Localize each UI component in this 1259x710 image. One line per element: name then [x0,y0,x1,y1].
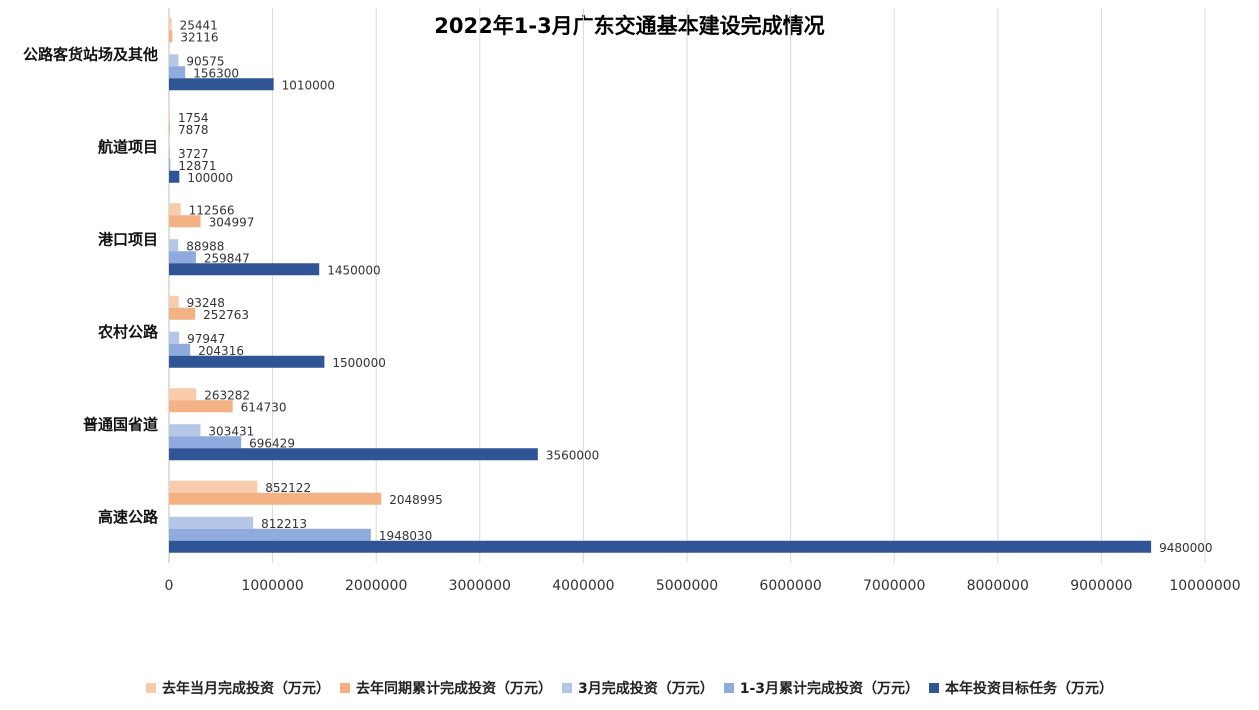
category-label: 航道项目 [98,138,158,156]
data-label: 90575 [186,54,224,68]
bar-chart: 0 1000000 2000000 3000000 4000000 5000000 6000… [23,8,1241,594]
category-label: 普通国省道 [83,415,158,433]
bar [169,424,201,437]
legend-label: 去年当月完成投资（万元） [161,681,330,697]
bar [169,146,170,159]
bar [169,18,172,31]
bar [169,30,173,43]
legend-label: 去年同期累计完成投资（万元） [355,681,552,697]
bar [169,54,179,67]
x-tick-label: 4000000 [552,578,614,594]
x-tick-label: 8000000 [967,578,1029,594]
bar [169,400,233,413]
legend-label: 3月完成投资（万元） [577,681,714,697]
data-label: 93248 [187,296,225,310]
data-label: 7878 [178,123,209,137]
bar [169,215,201,228]
legend-swatch [723,683,734,693]
x-tick-label: 2000000 [345,578,407,594]
bar [169,355,325,368]
data-label: 812213 [261,517,307,531]
x-tick-label: 10000000 [1169,578,1240,594]
legend-item: 去年当月完成投资（万元） [145,678,330,698]
legend-label: 1-3月累计完成投资（万元） [739,681,920,697]
bar [169,251,196,264]
bar [169,528,371,541]
data-label: 696429 [249,436,295,450]
bar [169,540,1152,553]
data-label: 1010000 [282,78,335,92]
bar [169,448,538,461]
category-label: 农村公路 [97,323,159,341]
data-label: 100000 [187,171,233,185]
bar [169,516,254,529]
bar [169,170,180,183]
data-label: 32116 [180,30,218,44]
x-tick-label: 5000000 [656,578,718,594]
data-label: 25441 [180,18,218,32]
data-label: 156300 [193,66,239,80]
data-label: 3560000 [546,448,599,462]
legend-swatch [561,683,572,693]
data-label: 1500000 [332,356,385,370]
bar [169,66,186,79]
legend-item: 本年投资目标任务（万元） [929,678,1113,698]
legend-item: 1-3月累计完成投资（万元） [723,678,920,698]
data-label: 1754 [178,111,209,125]
bar [169,492,382,505]
data-label: 263282 [204,388,250,402]
data-label: 303431 [208,424,254,438]
chart-legend: 去年当月完成投资（万元） 去年同期累计完成投资（万元） 3月完成投资（万元） 1-3月… [0,678,1259,698]
data-label: 12871 [178,159,216,173]
data-label: 259847 [204,251,250,265]
data-label: 304997 [209,215,255,229]
bar [169,331,180,344]
bar [169,263,320,276]
chart-title: 2022年1-3月广东交通基本建设完成情况 [434,14,825,38]
bar [169,122,170,135]
bar [169,388,197,401]
data-label: 9480000 [1159,541,1212,555]
x-tick-label: 9000000 [1070,578,1132,594]
bar [169,343,191,356]
x-tick-label: 6000000 [759,578,821,594]
bar [169,307,196,320]
bar [169,203,181,216]
legend-label: 本年投资目标任务（万元） [945,681,1114,697]
data-label: 97947 [187,332,225,346]
category-label: 港口项目 [98,230,158,248]
bar [169,295,179,308]
legend-item: 去年同期累计完成投资（万元） [339,678,552,698]
data-label: 88988 [186,239,224,253]
legend-item: 3月完成投资（万元） [561,678,714,698]
data-label: 1948030 [379,529,432,543]
data-label: 614730 [241,400,287,414]
legend-swatch [145,683,156,693]
data-label: 1450000 [327,263,380,277]
data-label: 3727 [178,147,209,161]
bar [169,480,258,493]
legend-swatch [339,683,350,693]
x-tick-label: 0 [165,578,174,594]
data-label: 2048995 [389,493,442,507]
data-label: 112566 [189,203,235,217]
data-label: 204316 [198,344,244,358]
data-label: 852122 [265,481,311,495]
data-label: 252763 [203,308,249,322]
bar [169,158,171,171]
bar [169,239,179,252]
category-label: 高速公路 [98,508,159,526]
bar [169,78,274,91]
x-tick-label: 3000000 [449,578,511,594]
category-label: 公路客货站场及其他 [23,45,158,63]
legend-swatch [929,683,940,693]
bar [169,436,242,449]
bar [169,110,170,123]
x-tick-label: 7000000 [863,578,925,594]
x-tick-label: 1000000 [241,578,303,594]
